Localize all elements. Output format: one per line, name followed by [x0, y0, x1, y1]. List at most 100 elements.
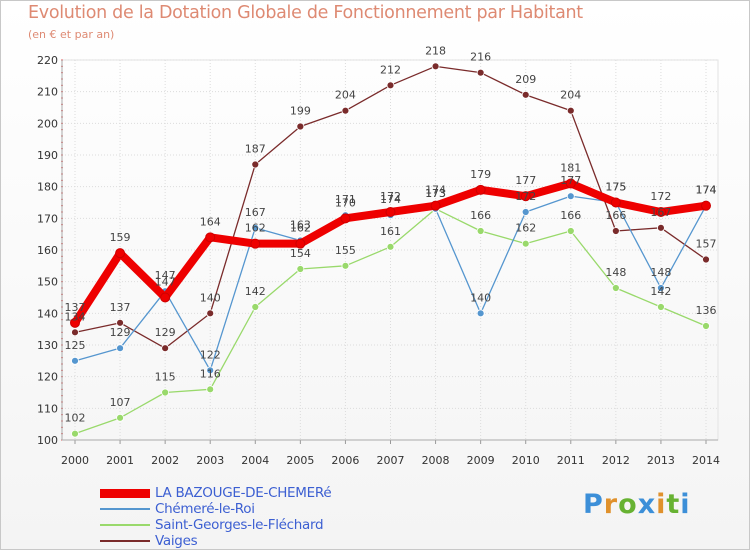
data-point-vaiges — [341, 106, 350, 115]
point-label-chemere: 173 — [425, 187, 446, 200]
data-point-la-bazouge — [295, 238, 306, 249]
data-point-vaiges — [161, 344, 170, 353]
point-label-chemere: 174 — [380, 193, 401, 206]
point-label-saint-georges: 136 — [696, 304, 717, 317]
x-tick-label: 2005 — [286, 454, 314, 467]
data-point-saint-georges — [566, 227, 575, 235]
x-tick-label: 2003 — [196, 454, 224, 467]
data-point-chemere — [476, 309, 485, 318]
point-label-la-bazouge: 147 — [155, 276, 176, 289]
data-point-la-bazouge — [115, 248, 126, 259]
data-point-vaiges — [657, 223, 665, 232]
y-tick-label: 210 — [37, 86, 58, 99]
point-label-chemere: 174 — [696, 184, 717, 197]
point-label-vaiges: 209 — [515, 73, 536, 86]
data-point-saint-georges — [71, 429, 79, 438]
data-point-saint-georges — [702, 322, 710, 330]
point-label-chemere: 163 — [290, 219, 311, 232]
y-tick-label: 160 — [37, 244, 58, 257]
data-point-la-bazouge — [205, 232, 216, 243]
legend-label: LA BAZOUGE-DE-CHEMERé — [155, 485, 332, 501]
legend-swatch-la-bazouge — [100, 489, 150, 498]
series-layer — [70, 62, 711, 438]
point-label-saint-georges: 154 — [290, 247, 311, 260]
data-point-la-bazouge — [655, 207, 666, 217]
data-point-chemere — [657, 284, 665, 292]
x-tick-label: 2010 — [512, 454, 540, 467]
point-label-chemere: 175 — [605, 181, 626, 194]
point-label-saint-georges: 166 — [560, 209, 581, 222]
point-label-saint-georges: 155 — [335, 244, 356, 257]
series-la-bazouge — [70, 178, 711, 328]
x-tick-label: 2009 — [467, 454, 495, 467]
data-point-chemere — [116, 344, 124, 353]
point-label-vaiges: 140 — [200, 291, 221, 304]
series-saint-georges — [71, 204, 710, 438]
point-label-chemere: 147 — [155, 269, 176, 282]
point-label-la-bazouge: 181 — [560, 162, 581, 175]
point-label-la-bazouge: 137 — [65, 301, 86, 314]
data-point-chemere — [71, 356, 79, 365]
data-point-vaiges — [71, 328, 79, 337]
point-label-saint-georges: 116 — [200, 367, 221, 380]
data-point-la-bazouge — [610, 197, 621, 208]
data-point-la-bazouge — [70, 317, 80, 328]
logo-letter: i — [680, 489, 691, 520]
point-label-la-bazouge: 174 — [696, 184, 717, 197]
point-label-la-bazouge: 164 — [200, 215, 221, 228]
point-label-vaiges: 166 — [605, 209, 626, 222]
point-label-vaiges: 167 — [650, 206, 671, 219]
logo-letter: o — [618, 489, 638, 520]
data-point-saint-georges — [296, 265, 305, 273]
x-tick-label: 2013 — [647, 454, 675, 467]
point-label-vaiges: 157 — [696, 238, 717, 251]
x-tick-label: 2002 — [151, 454, 179, 467]
point-label-chemere: 167 — [245, 206, 266, 219]
data-point-chemere — [206, 366, 215, 375]
x-tick-label: 2014 — [692, 454, 720, 467]
logo-letter: x — [637, 489, 657, 520]
data-point-saint-georges — [161, 388, 170, 397]
data-point-vaiges — [476, 68, 485, 77]
legend-swatch-chemere — [100, 508, 150, 510]
point-label-la-bazouge: 170 — [335, 196, 356, 209]
y-tick-label: 110 — [37, 402, 58, 415]
data-point-la-bazouge — [520, 191, 531, 202]
y-tick-label: 220 — [37, 54, 58, 67]
data-point-la-bazouge — [385, 207, 396, 217]
point-label-la-bazouge: 172 — [650, 190, 671, 203]
point-label-vaiges: 212 — [380, 63, 401, 76]
data-point-vaiges — [251, 160, 260, 169]
y-tick-label: 140 — [37, 307, 58, 320]
data-point-la-bazouge — [250, 238, 261, 249]
point-label-saint-georges: 115 — [155, 371, 176, 384]
point-label-la-bazouge: 159 — [110, 231, 131, 244]
logo-letter: i — [656, 489, 667, 520]
legend-swatch-saint-georges — [100, 524, 150, 526]
data-point-vaiges — [116, 318, 124, 327]
y-tick-label: 170 — [37, 212, 58, 225]
data-point-vaiges — [566, 106, 575, 115]
logo-letter: t — [666, 489, 681, 520]
point-label-chemere: 171 — [335, 193, 356, 206]
point-label-vaiges: 218 — [425, 44, 446, 57]
y-axis: 100 110 120 130 140 150 160 170 180 190 200 210 220 — [37, 54, 63, 447]
y-tick-label: 150 — [37, 276, 58, 289]
point-label-chemere: 172 — [515, 190, 536, 203]
legend-label: Vaiges — [155, 533, 198, 549]
point-label-vaiges: 187 — [245, 143, 266, 156]
data-point-saint-georges — [116, 413, 124, 422]
point-label-vaiges: 199 — [290, 105, 311, 118]
data-point-chemere — [521, 208, 530, 216]
legend-swatch-vaiges — [100, 540, 150, 542]
logo-letter: P — [583, 489, 604, 520]
data-point-chemere — [566, 192, 575, 201]
data-point-chemere — [251, 223, 260, 232]
x-tick-label: 2000 — [61, 454, 89, 467]
x-tick-label: 2011 — [557, 454, 585, 467]
data-point-saint-georges — [476, 227, 485, 235]
data-point-saint-georges — [206, 385, 215, 394]
y-tick-label: 130 — [37, 339, 58, 352]
data-point-vaiges — [206, 309, 215, 318]
